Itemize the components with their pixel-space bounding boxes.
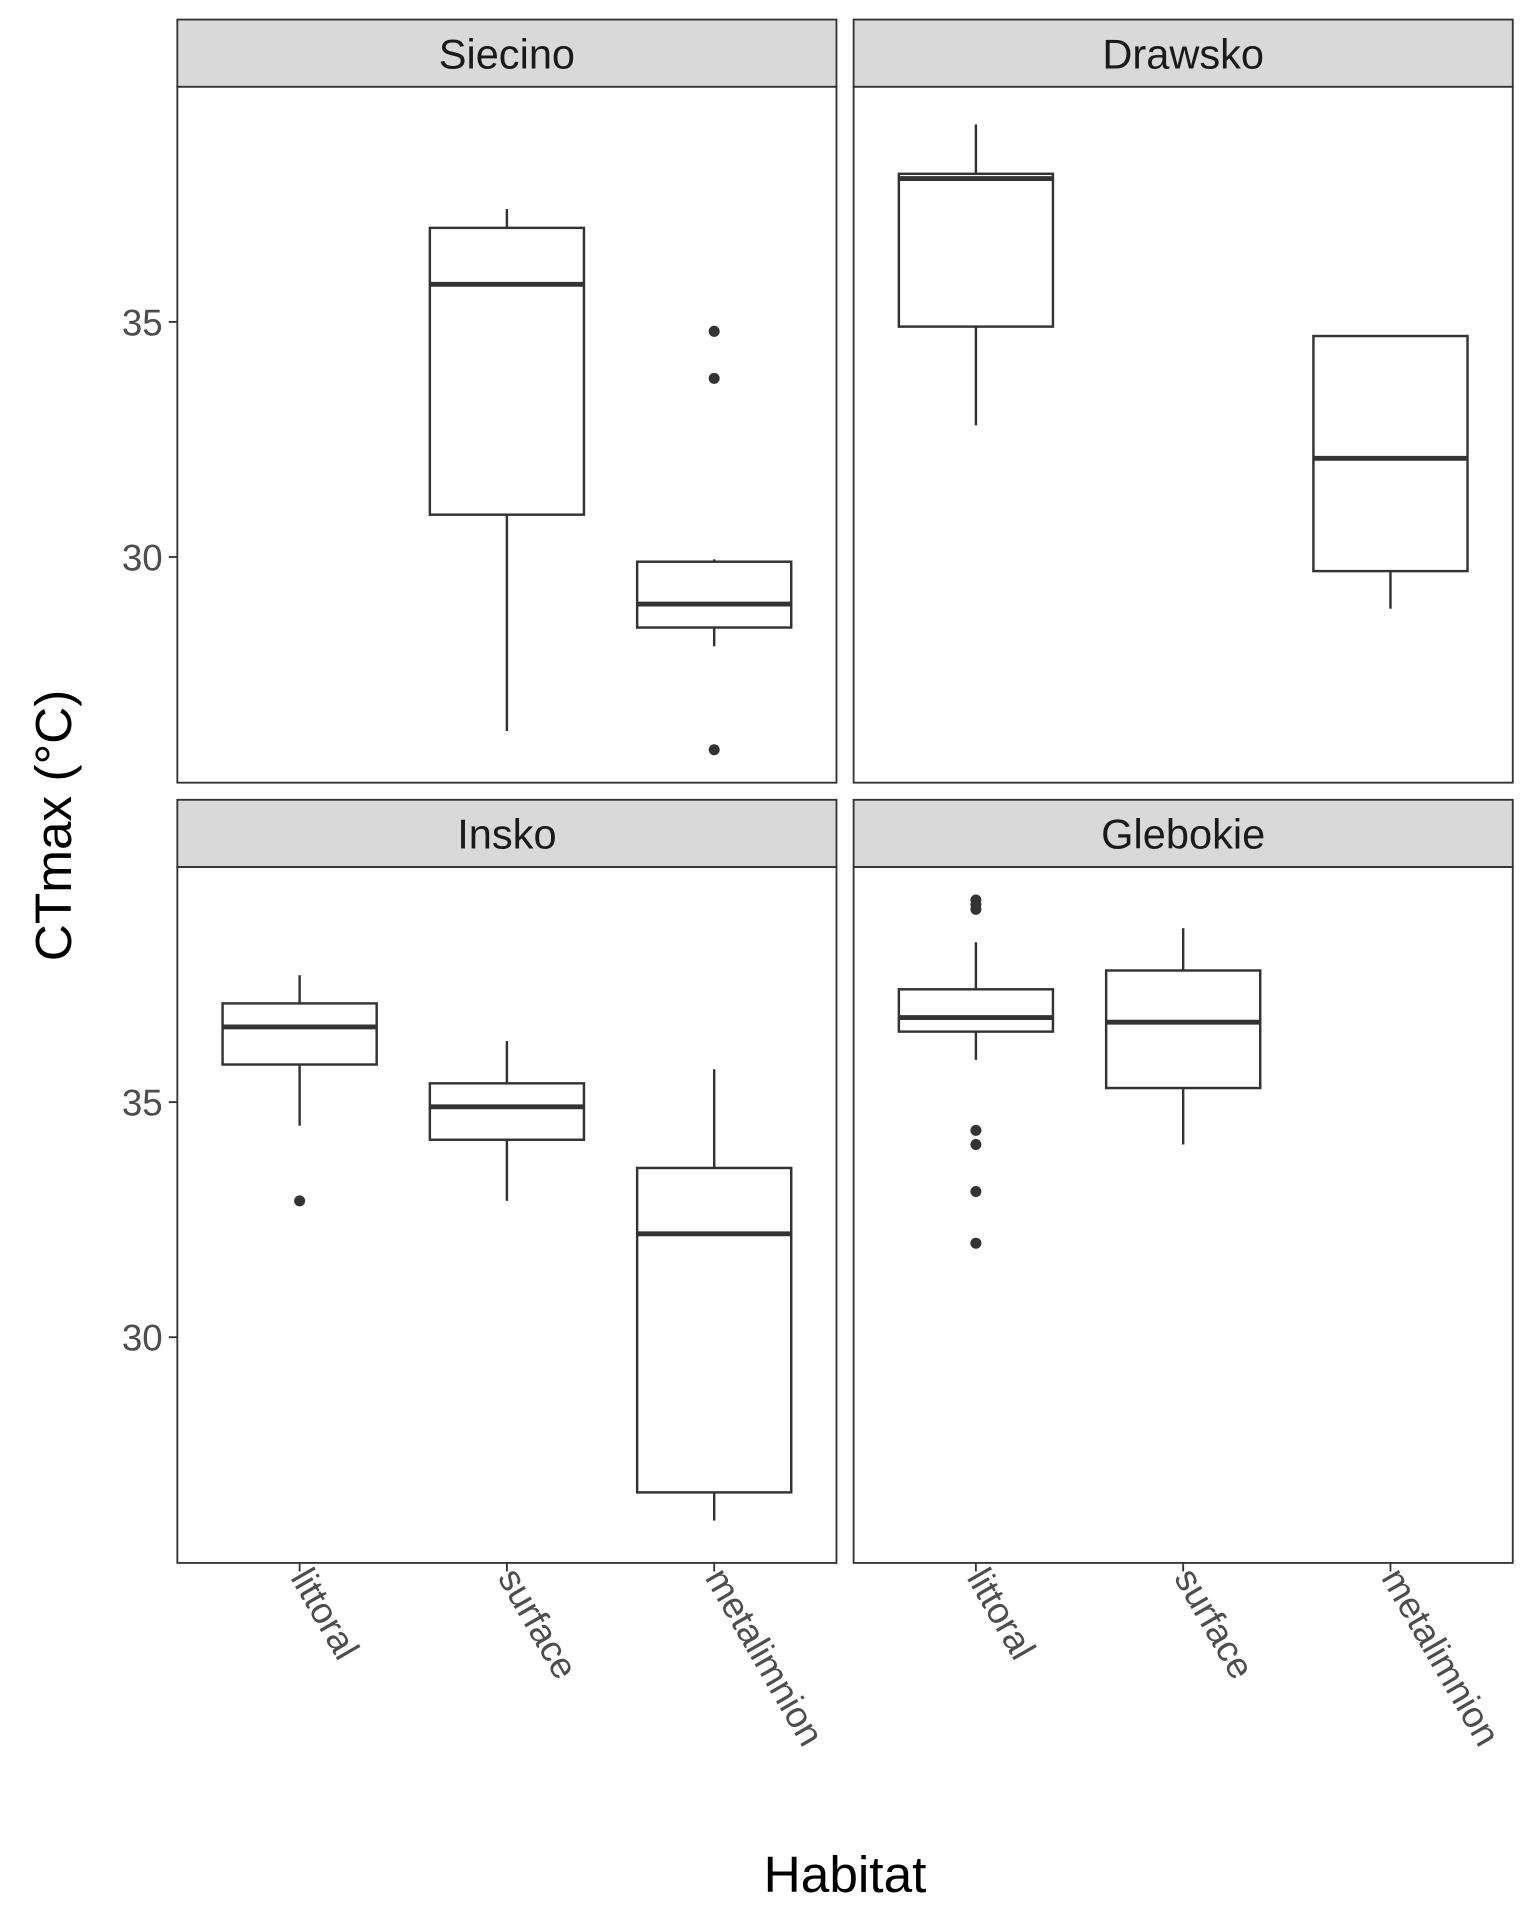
box-littoral: [221, 975, 378, 1207]
y-tick-label: 30: [122, 537, 163, 578]
outlier-point: [294, 1195, 306, 1207]
x-tick-label: littoral: [959, 1561, 1043, 1666]
y-tick-label: 30: [122, 1318, 163, 1359]
facet-panel-insko: Insko 30 35 littoral surface metalimnion: [122, 798, 838, 1753]
box-iqr: [221, 1002, 378, 1066]
outlier-point: [708, 372, 720, 384]
box-iqr: [897, 172, 1055, 328]
box-iqr: [897, 988, 1055, 1033]
outlier-point: [708, 325, 720, 337]
x-tick-label: surface: [490, 1561, 586, 1686]
x-tick-label: surface: [1166, 1561, 1262, 1686]
facet-strip: [176, 798, 838, 868]
outlier-point: [970, 1237, 982, 1249]
facet-strip-label: Siecino: [439, 30, 575, 77]
box-metalimnion: [635, 325, 793, 756]
box-iqr: [635, 560, 793, 629]
y-axis-title: CTmax (°C): [25, 690, 82, 962]
outlier-point: [970, 1138, 982, 1150]
outlier-point: [970, 1185, 982, 1197]
box-littoral: [897, 894, 1055, 1249]
outlier-point: [970, 1124, 982, 1136]
box-surface: [1104, 928, 1262, 1145]
facet-panel-siecino: Siecino 30 35: [122, 18, 838, 784]
x-tick-label: metalimnion: [697, 1561, 831, 1753]
facet-strip: [852, 18, 1514, 88]
facet-strip-label: Drawsko: [1102, 30, 1264, 77]
box-metalimnion: [635, 1069, 793, 1521]
facet-strip: [852, 798, 1514, 868]
outlier-point: [970, 903, 982, 915]
x-tick-label: metalimnion: [1374, 1561, 1508, 1753]
x-tick-label: littoral: [283, 1561, 367, 1666]
box-littoral: [897, 124, 1055, 426]
y-tick-label: 35: [122, 302, 163, 343]
facet-strip-label: Insko: [457, 811, 556, 858]
y-tick-label: 35: [122, 1083, 163, 1124]
x-axis-title: Habitat: [764, 1846, 927, 1903]
box-surface: [428, 1041, 586, 1201]
box-iqr: [1104, 969, 1262, 1090]
facet-strip: [176, 18, 838, 88]
box-surface: [428, 209, 586, 731]
facet-strip-label: Glebokie: [1101, 811, 1265, 858]
facet-panel-glebokie: Glebokie littoral surface metalimnion: [852, 798, 1514, 1753]
box-iqr: [428, 1082, 586, 1141]
box-iqr: [428, 226, 586, 516]
box-iqr: [635, 1166, 793, 1494]
box-metalimnion: [1312, 334, 1469, 609]
outlier-point: [708, 744, 720, 756]
box-iqr: [1312, 334, 1469, 573]
facet-panel-drawsko: Drawsko: [852, 18, 1514, 784]
